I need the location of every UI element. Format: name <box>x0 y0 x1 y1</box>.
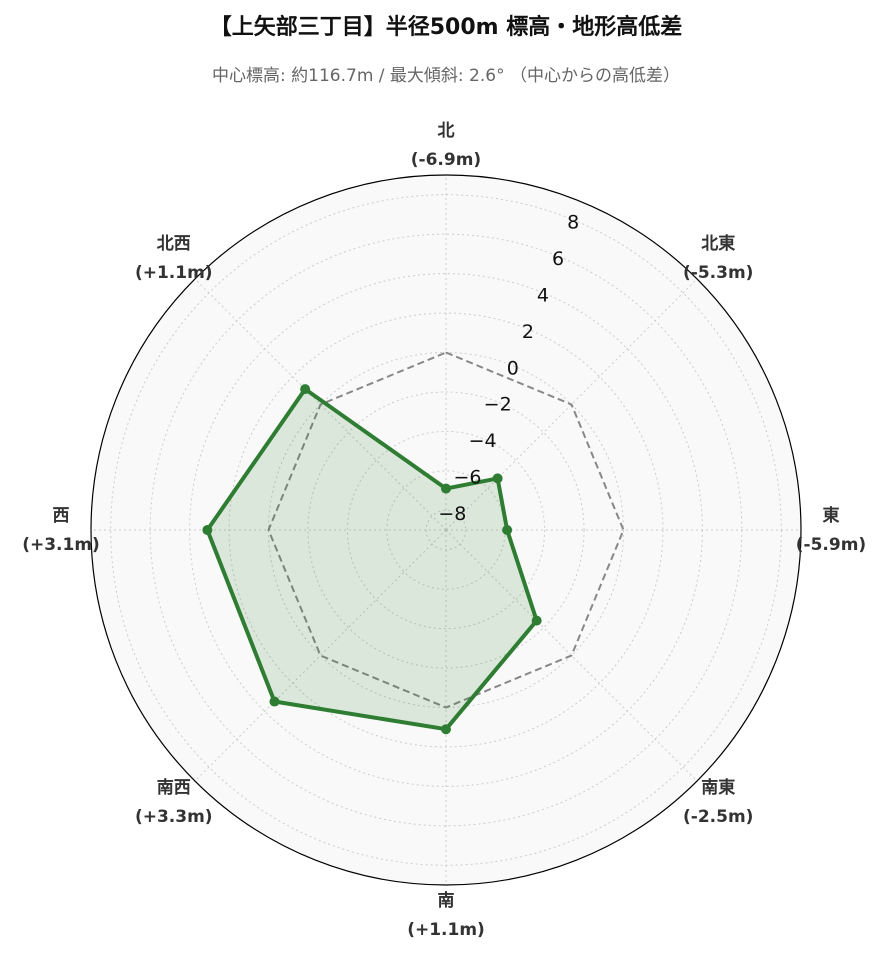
chart-title: 【上矢部三丁目】半径500m 標高・地形高低差 <box>210 14 683 40</box>
r-tick-label: −6 <box>453 467 481 489</box>
value-label: (+3.1m) <box>22 535 100 555</box>
category-label: 東 <box>823 505 840 526</box>
data-point <box>202 525 213 535</box>
value-label: (-5.9m) <box>796 535 866 555</box>
category-label: 西 <box>53 506 70 526</box>
r-tick-label: 4 <box>537 284 549 306</box>
value-label: (+1.1m) <box>135 263 213 283</box>
category-label: 南 <box>438 890 455 911</box>
value-label: (-5.3m) <box>683 263 753 283</box>
grid-circle <box>346 430 546 630</box>
value-label: (-6.9m) <box>411 150 481 170</box>
reference-line <box>267 351 625 709</box>
grid-circle <box>307 391 585 669</box>
data-point <box>441 724 451 735</box>
series-area <box>207 389 537 730</box>
data-point <box>531 615 542 626</box>
data-point <box>300 384 311 395</box>
r-tick-label: 2 <box>522 321 534 343</box>
data-point <box>441 483 451 494</box>
value-label: (+3.3m) <box>135 807 213 827</box>
category-label: 北東 <box>701 233 735 254</box>
r-tick-label: 6 <box>552 248 564 270</box>
grid-spoke <box>445 529 698 782</box>
grid-spoke <box>194 278 447 531</box>
category-label: 北西 <box>157 234 191 254</box>
grid-spoke <box>445 278 698 531</box>
value-label: (-2.5m) <box>683 807 753 827</box>
data-point <box>492 473 503 484</box>
r-tick-label: 8 <box>567 212 579 234</box>
category-label: 北 <box>438 121 455 141</box>
r-tick-label: −8 <box>438 503 466 525</box>
r-tick-label: −4 <box>469 430 497 452</box>
r-tick-label: 0 <box>507 357 519 379</box>
outer-frame <box>90 174 802 886</box>
value-label: (+1.1m) <box>407 920 485 940</box>
grid-circle <box>425 509 467 551</box>
data-point <box>269 696 280 707</box>
category-label: 南西 <box>157 777 191 798</box>
data-point <box>502 525 513 535</box>
chart-subtitle: 中心標高: 約116.7m / 最大傾斜: 2.6° （中心からの高低差） <box>212 66 680 86</box>
category-label: 南東 <box>701 777 735 798</box>
r-tick-label: −2 <box>484 394 512 416</box>
grid-spoke <box>194 529 447 782</box>
